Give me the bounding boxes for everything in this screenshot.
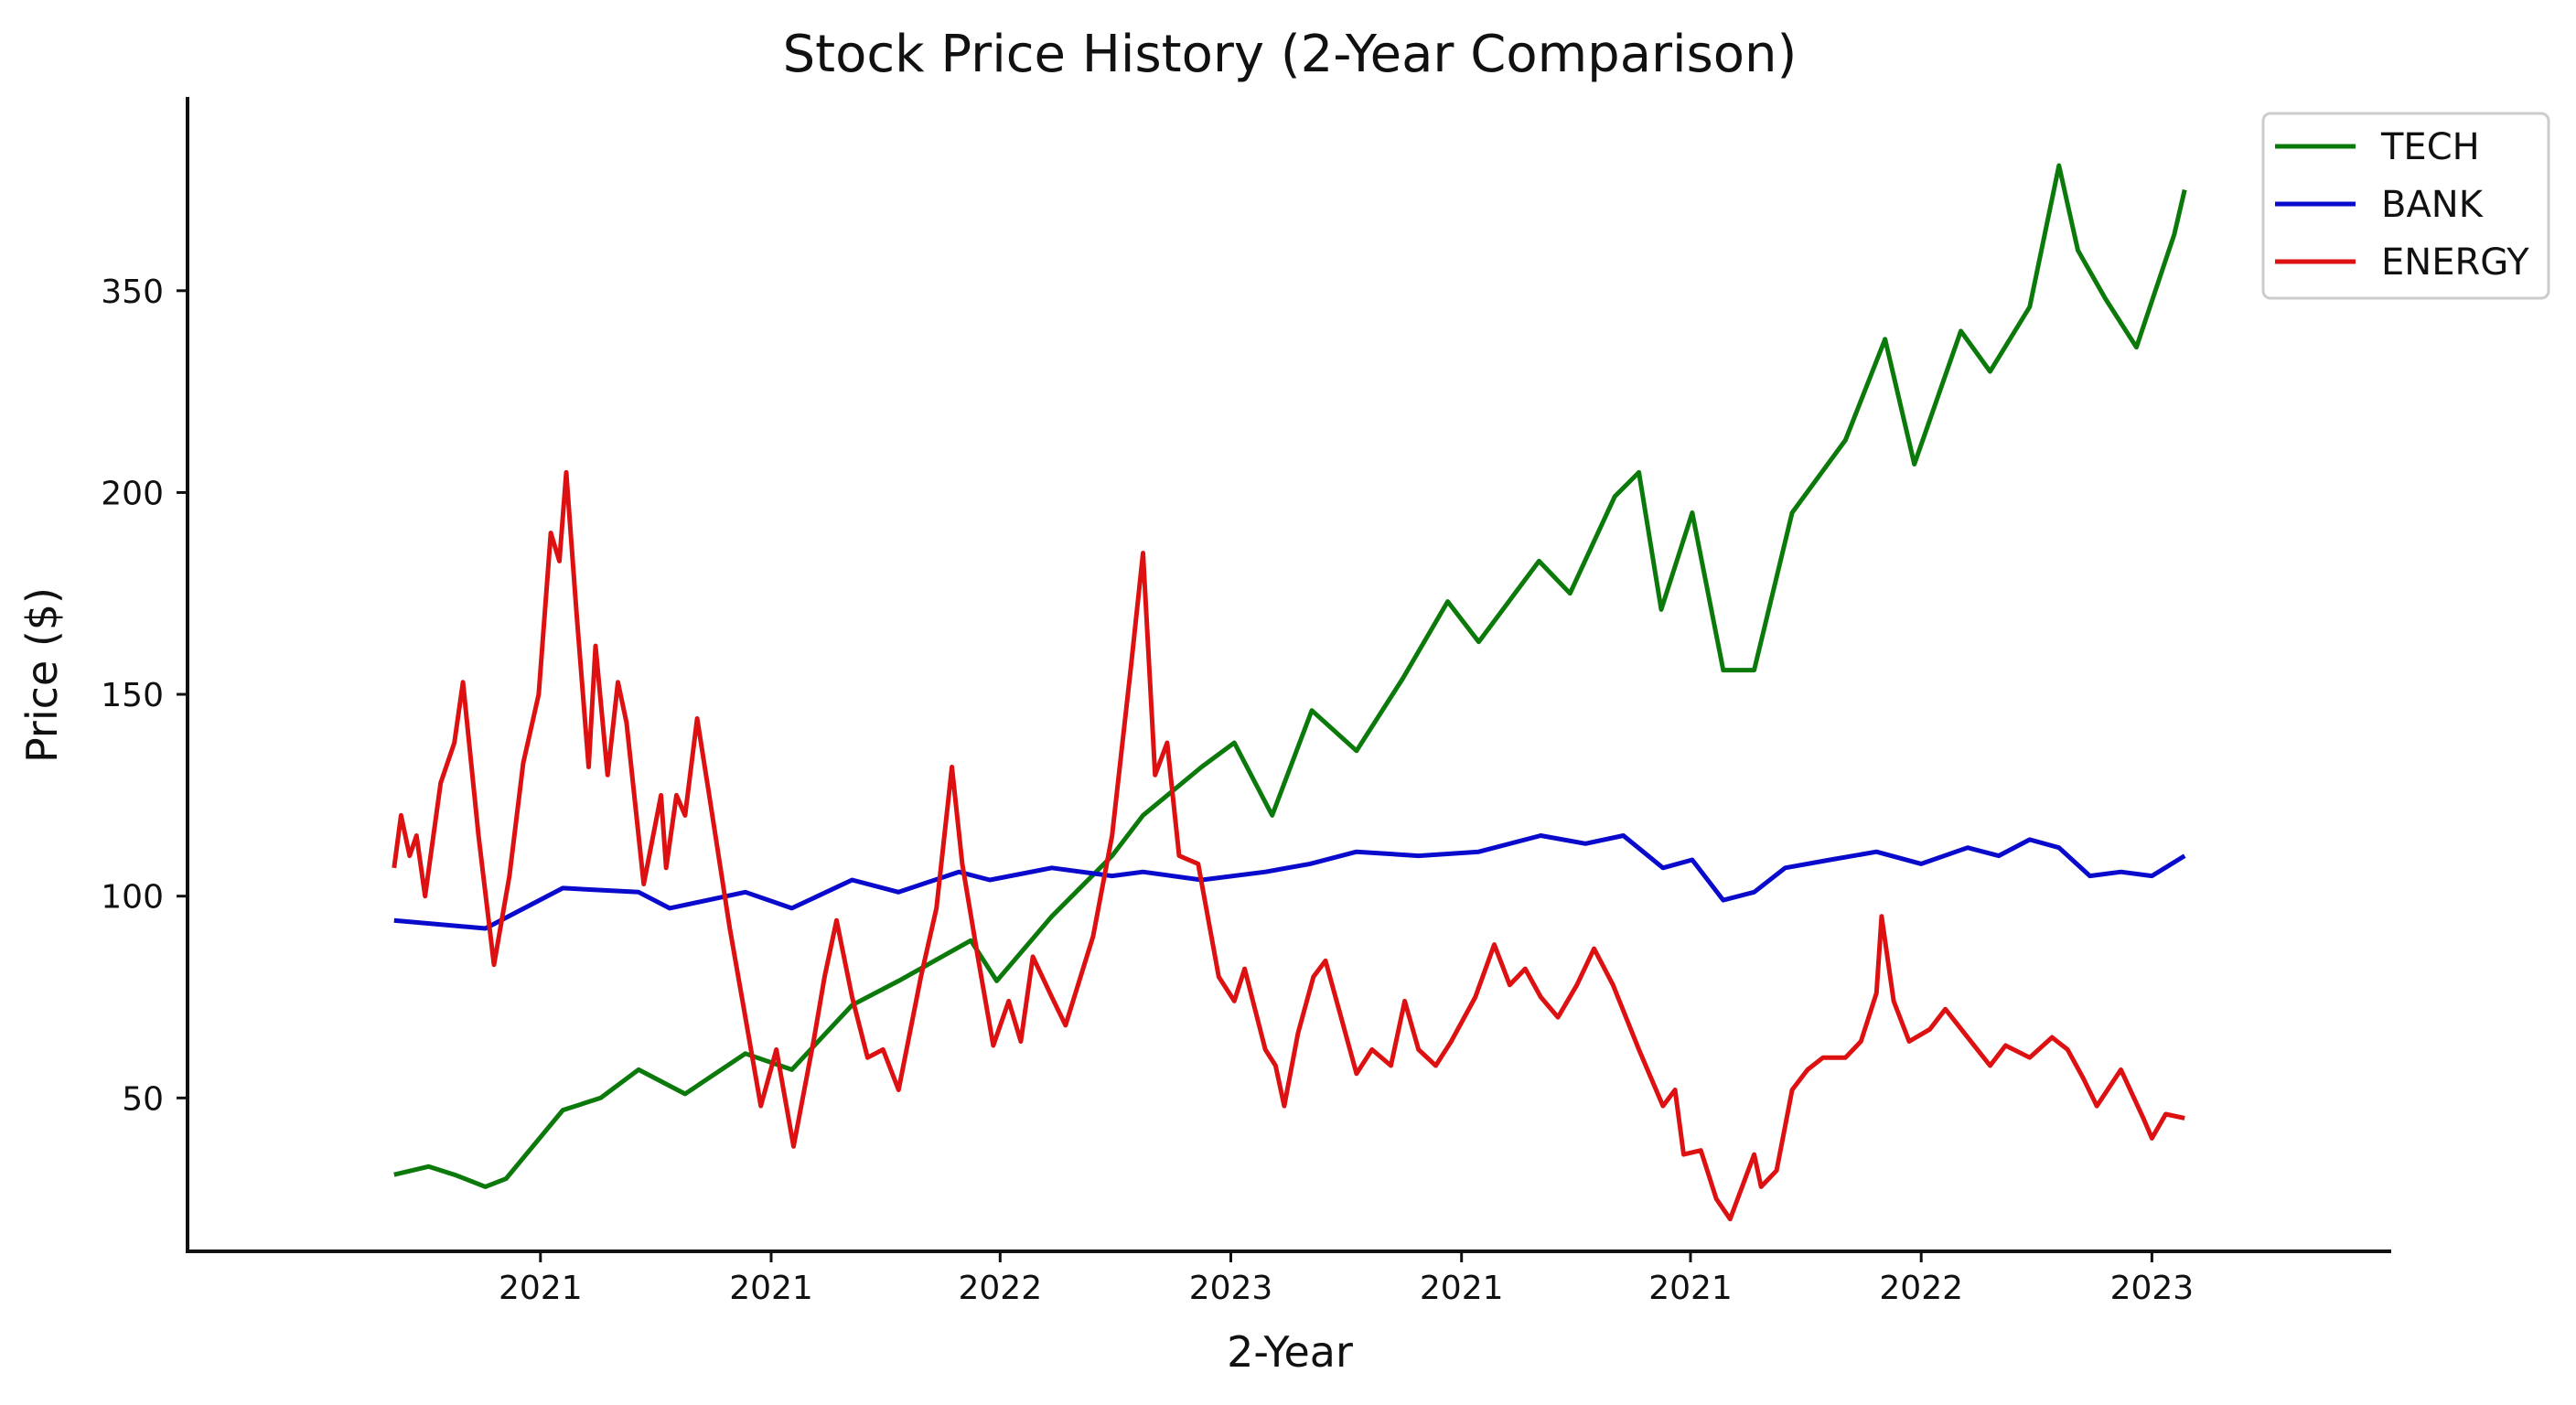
- legend-label-energy: ENERGY: [2381, 241, 2529, 284]
- x-axis-label: 2-Year: [1227, 1327, 1353, 1377]
- series-line-bank: [393, 833, 2186, 931]
- x-tick-label: 2021: [1420, 1270, 1504, 1307]
- x-tick-label: 2022: [959, 1270, 1043, 1307]
- x-tick-label: 2023: [2110, 1270, 2195, 1307]
- y-tick-label: 50: [122, 1080, 164, 1118]
- series-line-energy: [392, 469, 2185, 1222]
- y-tick-label: 200: [101, 475, 164, 512]
- plot-area: [392, 163, 2187, 1222]
- legend-label-bank: BANK: [2381, 184, 2485, 226]
- legend-box: [2261, 112, 2550, 300]
- x-tick-label: 2021: [499, 1270, 583, 1307]
- y-tick-label: 350: [101, 273, 164, 311]
- legend: TECH BANK ENERGY: [2261, 112, 2550, 300]
- legend-label-tech: TECH: [2380, 126, 2480, 168]
- series-line-tech: [393, 163, 2187, 1189]
- y-ticks: 50 100 150 200 350: [101, 273, 188, 1118]
- y-tick-label: 150: [101, 677, 164, 714]
- x-tick-label: 2021: [729, 1270, 813, 1307]
- chart-title: Stock Price History (2-Year Comparison): [783, 25, 1798, 84]
- y-axis-label: Price ($): [17, 587, 67, 763]
- x-tick-label: 2023: [1189, 1270, 1273, 1307]
- x-tick-label: 2021: [1648, 1270, 1733, 1307]
- x-ticks: 2021 2021 2022 2023 2021 2021 2022 2023: [499, 1251, 2194, 1307]
- y-tick-label: 100: [101, 879, 164, 917]
- x-tick-label: 2022: [1879, 1270, 1963, 1307]
